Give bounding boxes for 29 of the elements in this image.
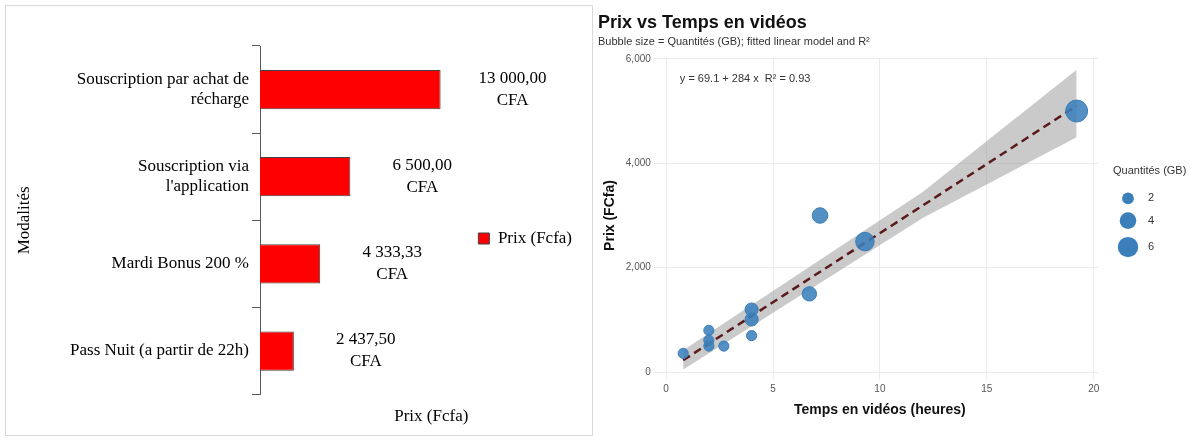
y-tick-label: 2,000: [625, 261, 652, 273]
data-label: 6 500,00 CFA: [392, 155, 453, 197]
y-tick-label: 0: [645, 365, 652, 377]
y-axis-title: Modalités: [13, 186, 33, 255]
y-tick-label: 4,000: [625, 157, 652, 169]
legend-label: 6: [1148, 240, 1155, 253]
data-label: 4 333,33 CFA: [362, 242, 422, 284]
x-tick-label: 10: [874, 382, 886, 394]
chart-title: Prix vs Temps en vidéos: [598, 11, 807, 32]
legend-label: 2: [1148, 191, 1155, 204]
legend-label: 4: [1148, 213, 1155, 226]
y-tick-label: Souscription par achat de récharge: [76, 68, 249, 109]
y-tick-label: Mardi Bonus 200 %: [111, 253, 249, 273]
x-tick-label: 20: [1088, 382, 1100, 394]
y-axis-title: Prix (FCfa): [601, 180, 618, 251]
x-tick-label: 5: [770, 382, 777, 394]
data-label: 2 437,50 CFA: [336, 329, 396, 371]
x-tick-label: 15: [981, 382, 993, 394]
y-tick-label: 6,000: [625, 52, 652, 64]
x-axis-title: Prix (Fcfa): [394, 406, 469, 426]
x-tick-label: 0: [663, 382, 670, 394]
data-label: 13 000,00 CFA: [478, 68, 547, 110]
chart-subtitle: Bubble size = Quantités (GB); fitted linear model and R²: [598, 35, 871, 48]
y-tick-label: Souscription via l'application: [138, 155, 250, 196]
x-axis-title: Temps en vidéos (heures): [794, 401, 966, 418]
annotation: y = 69.1 + 284 x R² = 0.93: [679, 71, 811, 84]
legend-title: Quantités (GB): [1113, 163, 1187, 176]
legend-label: Prix (Fcfa): [497, 227, 573, 247]
y-tick-label: Pass Nuit (a partir de 22h): [70, 340, 249, 360]
